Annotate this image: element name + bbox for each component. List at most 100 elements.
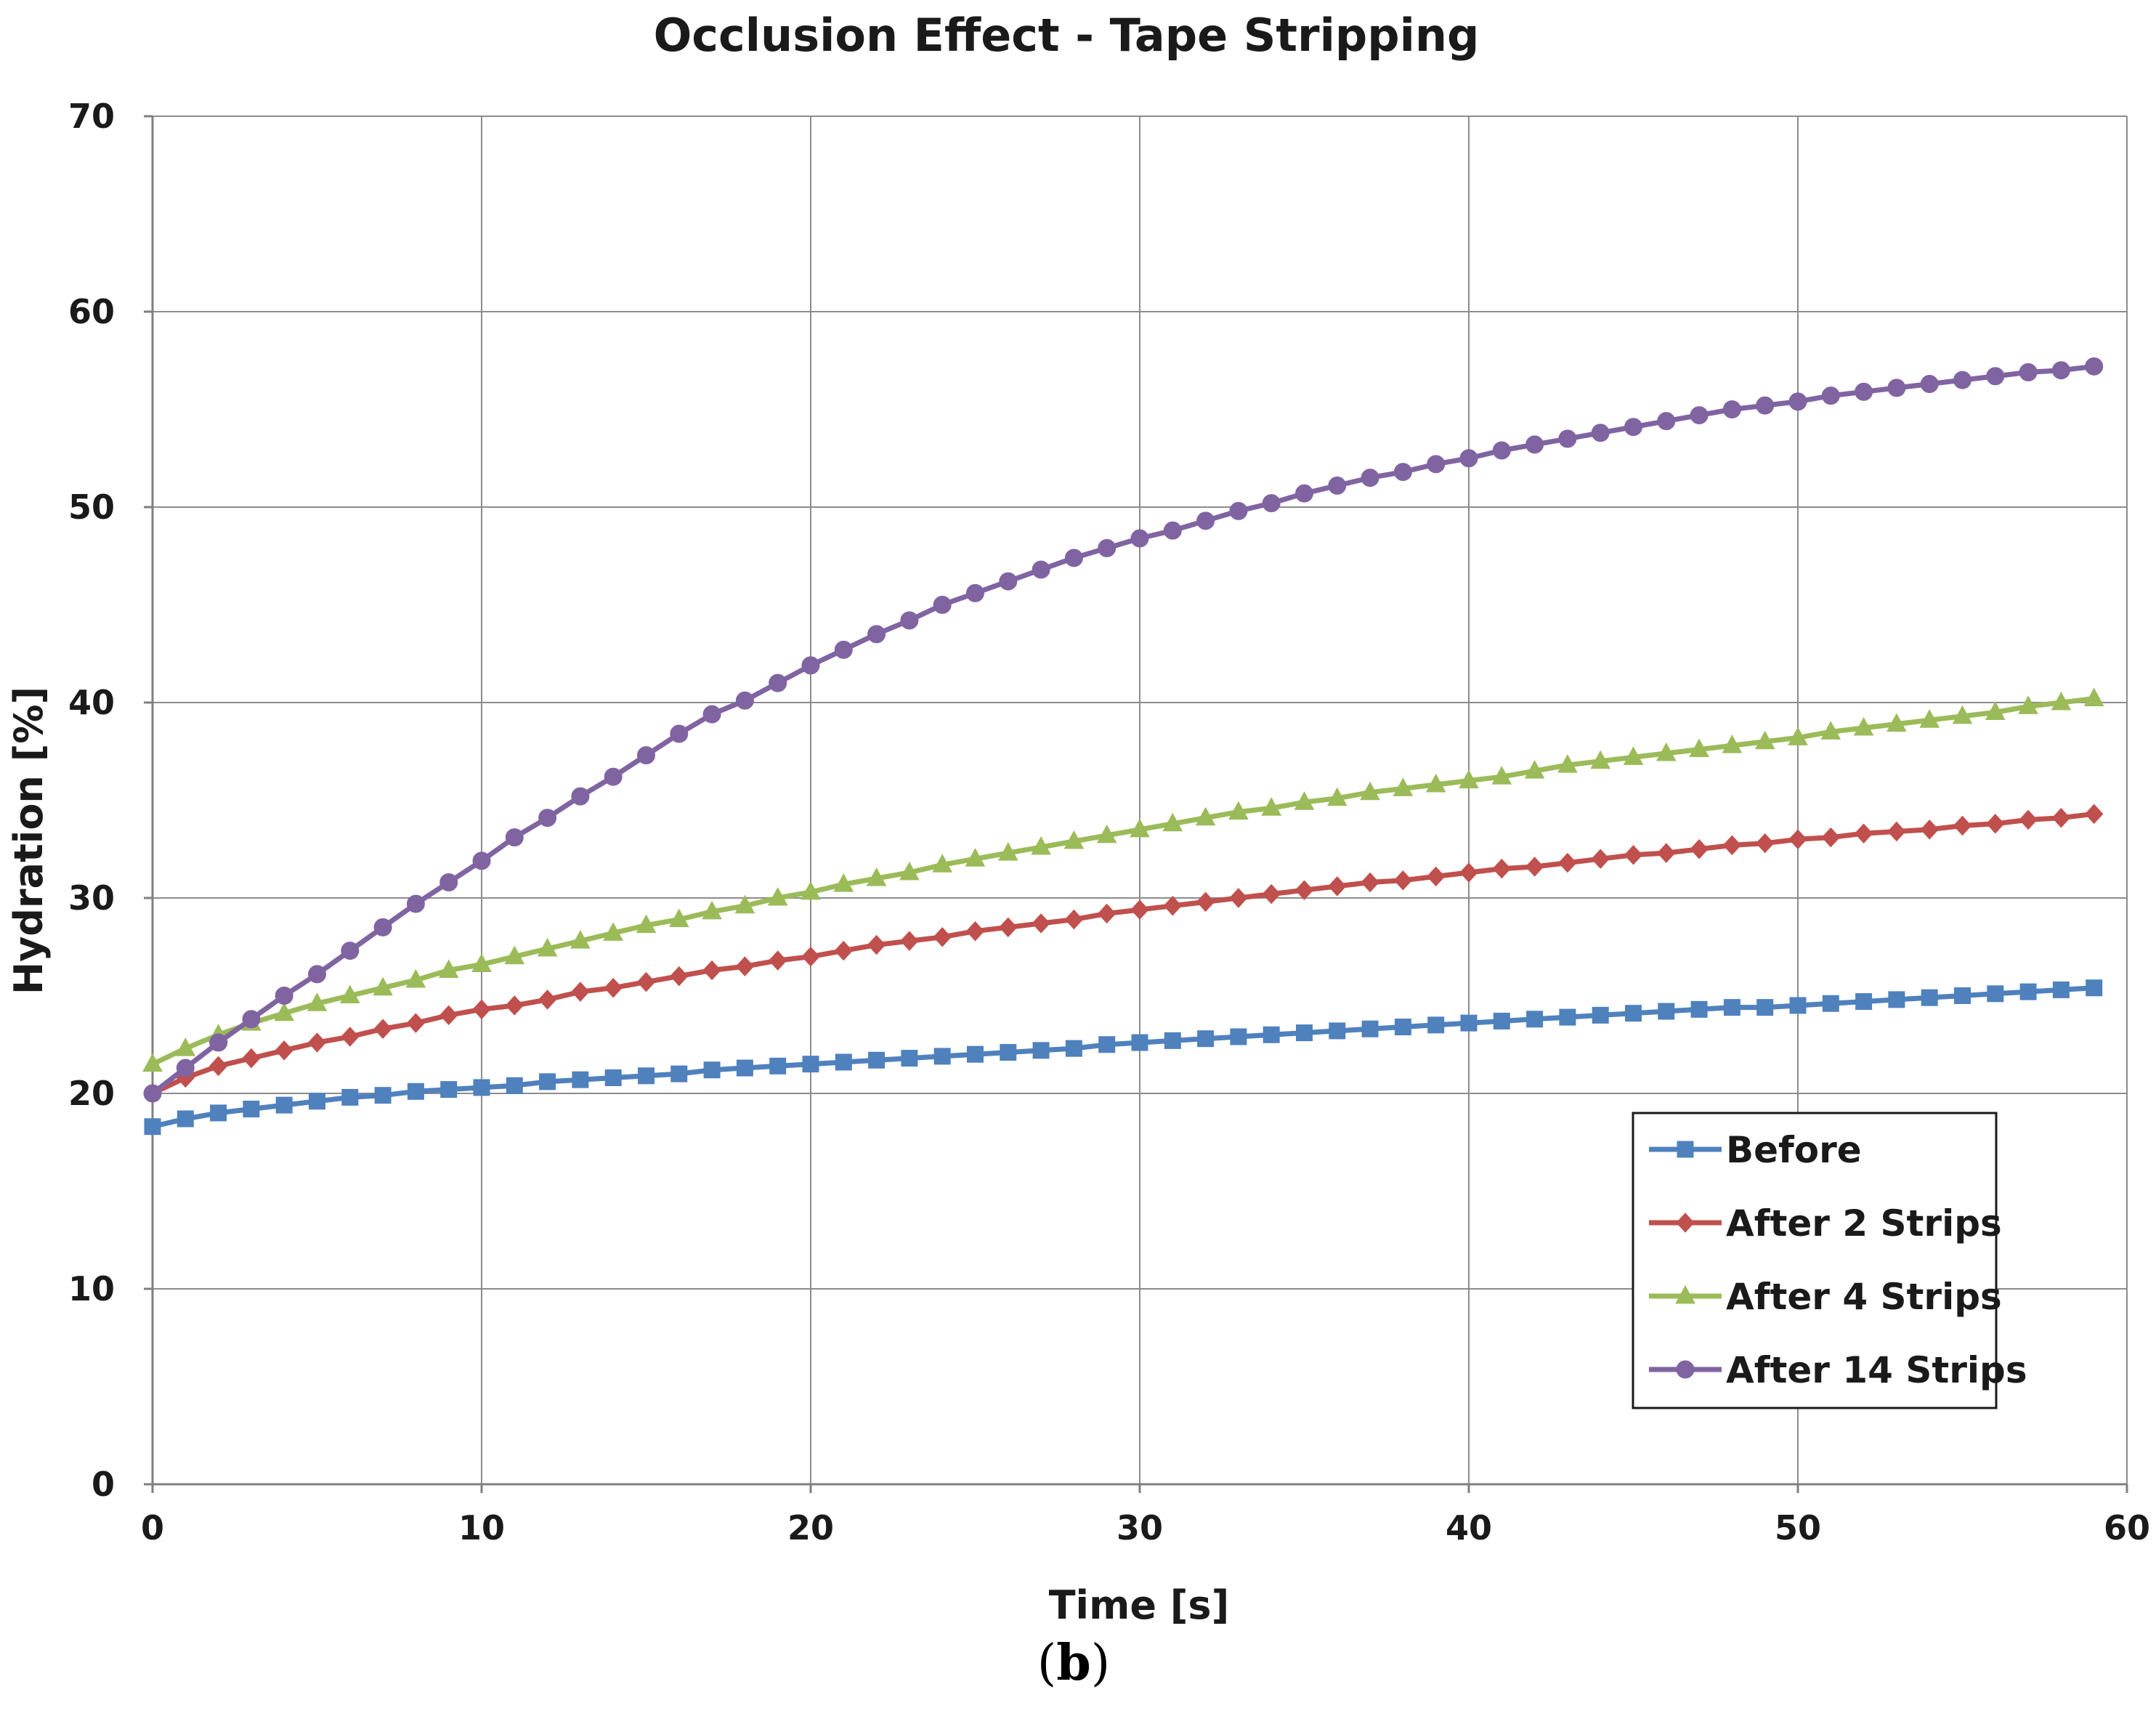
data-point: [1064, 549, 1083, 567]
data-point: [1986, 367, 2005, 386]
data-point: [1655, 742, 1677, 761]
data-point: [1953, 815, 1972, 836]
data-point: [834, 940, 853, 961]
data-point: [308, 965, 326, 984]
data-point: [473, 1079, 490, 1096]
chart-title: Occlusion Effect - Tape Stripping: [654, 9, 1480, 62]
data-point: [274, 1002, 295, 1021]
data-point: [604, 767, 623, 786]
data-point: [2085, 357, 2104, 376]
data-point: [1491, 766, 1512, 785]
data-point: [1294, 880, 1314, 900]
data-point: [339, 984, 360, 1003]
data-point: [406, 1013, 426, 1033]
x-tick-label: 60: [2104, 1508, 2150, 1547]
data-point: [834, 640, 853, 659]
data-point: [1954, 987, 1971, 1004]
data-point: [933, 927, 952, 947]
data-point: [735, 691, 754, 710]
data-point: [539, 1073, 556, 1090]
data-point: [833, 873, 854, 892]
data-point: [1393, 777, 1414, 796]
data-point: [1230, 1028, 1247, 1045]
data-point: [1162, 812, 1183, 832]
y-tick-label: 30: [68, 878, 115, 918]
data-point: [242, 1048, 261, 1069]
y-axis-title: Hydration [%]: [6, 687, 52, 995]
data-point: [2019, 809, 2038, 830]
data-point: [1459, 862, 1478, 883]
data-point: [1919, 709, 1940, 728]
data-point: [2019, 983, 2037, 1000]
data-point: [1032, 1042, 1050, 1059]
data-point: [1032, 560, 1050, 579]
y-tick-label: 70: [68, 97, 115, 136]
y-tick-label: 20: [68, 1074, 115, 1113]
data-point: [769, 950, 787, 971]
data-point: [1262, 883, 1281, 905]
x-tick-label: 20: [787, 1508, 834, 1547]
data-point: [670, 966, 689, 987]
data-point: [1558, 852, 1577, 873]
data-point: [1623, 746, 1644, 765]
data-point: [1032, 913, 1050, 934]
data-point: [1985, 701, 2006, 720]
data-point: [1789, 997, 1807, 1014]
series-after-14-strips: [143, 357, 2104, 1103]
data-point: [275, 987, 293, 1005]
legend-label: After 2 Strips: [1726, 1202, 2002, 1245]
data-point: [1296, 1024, 1313, 1042]
data-point: [373, 976, 393, 996]
data-point: [2019, 363, 2038, 381]
data-point: [1592, 1006, 1609, 1024]
data-point: [571, 787, 590, 806]
data-point: [175, 1037, 196, 1056]
data-point: [341, 1088, 359, 1106]
data-point: [440, 1081, 458, 1098]
data-point: [868, 1051, 885, 1069]
data-point: [670, 724, 689, 743]
data-point: [1361, 469, 1379, 487]
data-point: [439, 873, 458, 891]
data-point: [438, 959, 459, 979]
legend-item-before: Before: [1649, 1129, 1862, 1171]
data-point: [1098, 903, 1116, 924]
panel-label-open-paren: (: [1037, 1635, 1057, 1692]
data-point: [999, 917, 1018, 938]
data-point: [1063, 830, 1085, 849]
data-point: [341, 1027, 360, 1047]
data-point: [1031, 836, 1051, 855]
data-point: [1557, 754, 1578, 773]
data-point: [802, 1056, 819, 1073]
data-point: [603, 922, 624, 941]
data-point: [1524, 760, 1545, 779]
y-tick-label: 40: [68, 683, 115, 722]
data-point: [405, 968, 426, 988]
data-point: [1263, 1026, 1280, 1043]
data-point: [703, 1061, 721, 1079]
data-point: [1953, 371, 1971, 389]
data-point: [900, 611, 919, 630]
data-point: [1000, 1044, 1017, 1061]
data-point: [604, 1069, 622, 1086]
data-point: [1855, 993, 1873, 1011]
series-after-2-strips: [143, 804, 2104, 1104]
data-point: [1427, 1016, 1445, 1034]
y-tick-label: 50: [68, 487, 115, 527]
data-point: [309, 1093, 325, 1110]
series-before: [144, 979, 2103, 1136]
data-point: [307, 992, 328, 1011]
data-point: [702, 705, 721, 724]
data-point: [1624, 418, 1642, 437]
data-point: [1591, 424, 1610, 442]
data-point: [1788, 829, 1807, 850]
data-point: [1920, 820, 1939, 840]
data-point: [2083, 687, 2104, 707]
data-point: [1624, 845, 1643, 865]
data-point: [1394, 1019, 1411, 1036]
data-point: [1361, 1020, 1379, 1037]
y-tick-label: 60: [68, 292, 115, 331]
data-point: [472, 999, 491, 1020]
data-point: [933, 596, 952, 614]
